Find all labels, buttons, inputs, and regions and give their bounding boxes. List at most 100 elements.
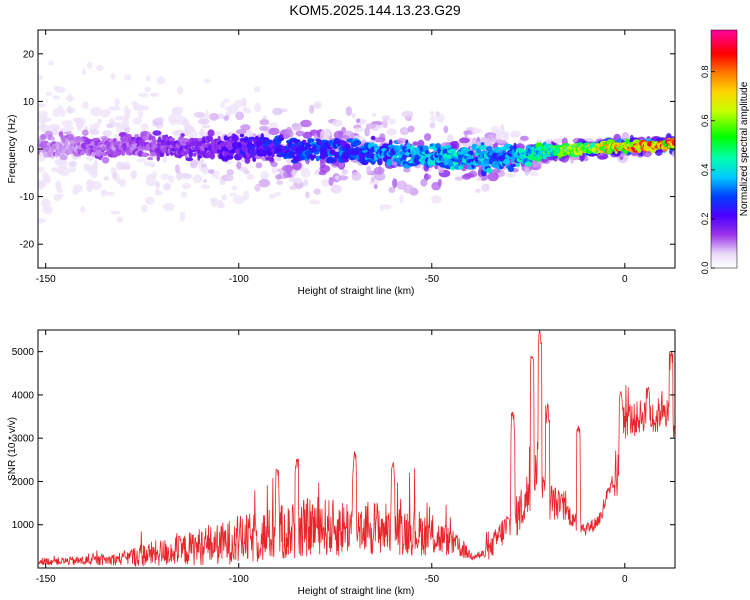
y-tick-label: 5000 (12, 347, 35, 358)
spectrogram-cell (491, 125, 500, 134)
spectrogram-cell (231, 134, 239, 142)
colorbar-label: Normalized spectral amplitude (739, 81, 750, 216)
y-tick-label: 4000 (12, 390, 35, 401)
spectrogram-cell (145, 75, 151, 82)
spectrogram-cell (65, 107, 76, 114)
spectrogram-cell (108, 117, 115, 125)
spectrogram-cell (140, 123, 149, 131)
spectrogram-cell (209, 152, 216, 160)
spectrogram-cell (276, 180, 284, 185)
spectrogram-cell (305, 191, 310, 199)
spectrogram-cell (510, 163, 517, 167)
spectrogram-cell (236, 161, 242, 169)
spectrogram-cell (199, 128, 206, 138)
spectrogram-cell (365, 123, 376, 129)
spectrogram-cell (469, 150, 474, 156)
spectrogram-cell (100, 190, 106, 197)
spectrogram-cell (480, 183, 490, 192)
spectrogram-cell (338, 161, 345, 168)
spectrogram-cell (124, 74, 132, 81)
spectrogram-cell (102, 156, 110, 164)
spectrogram-cell (80, 206, 86, 213)
spectrogram-cell (480, 142, 485, 146)
spectrogram-cell (134, 134, 139, 138)
spectrogram-cell (300, 167, 311, 178)
spectrogram-cell (490, 168, 501, 174)
spectrogram-cell (394, 140, 398, 145)
spectrogram-cell (81, 68, 87, 76)
spectrogram-cell (291, 123, 303, 132)
spectrogram-cell (156, 142, 160, 148)
spectrogram-cell (104, 136, 108, 142)
spectrogram-cell (454, 158, 460, 162)
spectrogram-cell (215, 131, 222, 135)
spectrogram-cell (313, 188, 321, 195)
spectrogram-cell (68, 160, 77, 167)
spectrogram-cell (138, 93, 149, 98)
spectrogram-cell (73, 184, 83, 193)
spectrogram-cell (181, 173, 192, 180)
spectrogram-cell (42, 117, 52, 123)
spectrogram-cell (52, 95, 61, 100)
spectrogram-cell (50, 136, 55, 141)
spectrogram-cell (528, 171, 539, 177)
x-tick-label: -150 (36, 574, 56, 585)
spectrogram-cell (247, 139, 253, 145)
spectrogram-cell (255, 162, 263, 169)
spectrogram-cell (152, 171, 157, 179)
spectrogram-cell (145, 153, 150, 157)
spectrogram-cell (162, 203, 175, 211)
spectrogram-cell (151, 138, 157, 145)
spectrogram-cell (532, 163, 539, 168)
spectrogram-cell (58, 193, 64, 198)
spectrogram-cell (429, 122, 436, 129)
spectrogram-cell (273, 191, 282, 197)
snr-y-ticks: 1000 2000 3000 4000 5000 (12, 347, 675, 531)
spectrogram-cell (55, 180, 62, 191)
spectrogram-cell (386, 128, 397, 136)
spectrogram-cell (268, 127, 280, 136)
colorbar-tick-label: 0.6 (700, 115, 710, 128)
spectrogram-cell (193, 111, 205, 118)
spectrogram-cell (203, 78, 211, 84)
spectrogram-cell (150, 92, 160, 97)
spectrogram-cell (86, 155, 95, 161)
spectrogram-cell (371, 112, 377, 117)
spectrogram-cell (90, 106, 102, 117)
spectrogram-cell (270, 161, 278, 167)
spectrogram-cell (307, 138, 315, 143)
spectrogram-cell (81, 101, 89, 109)
spectrogram-cell (102, 130, 112, 137)
spectrogram-cell (205, 109, 210, 120)
spectrogram-cell (38, 217, 46, 224)
spectrogram-cell (313, 101, 322, 109)
spectrogram-cell (254, 86, 261, 93)
spectrogram-cell (330, 184, 342, 194)
spectrogram-cell (243, 136, 249, 144)
spectrogram-cell (364, 127, 370, 137)
spectrogram-cell (156, 117, 164, 123)
spectrogram-cell (168, 175, 175, 183)
spectrogram-cell (188, 129, 198, 140)
spectrogram-cell (271, 164, 278, 175)
spectrogram-cell (233, 99, 244, 108)
spectrogram-cell (48, 60, 54, 66)
spectrogram-cell (313, 151, 320, 155)
spectrogram-cell (235, 111, 245, 121)
spectrogram-cell (132, 104, 144, 111)
spectrogram-cell (52, 127, 60, 136)
colorbar-tick-label: 0.2 (700, 213, 710, 226)
spectrogram-cell (279, 134, 284, 139)
spectrogram-cell (356, 118, 361, 123)
x-tick-label: 0 (622, 574, 628, 585)
spectrogram-cell (291, 170, 297, 177)
spectrogram-cell (223, 115, 229, 121)
spectrogram-cell (114, 98, 120, 107)
spectrogram-cell (447, 134, 454, 144)
spectrogram-cell (182, 118, 190, 127)
spectrogram-cell (240, 124, 251, 131)
spectrogram-cell (246, 174, 255, 180)
spectrogram-cell (67, 93, 73, 103)
spectrogram-cell (160, 173, 170, 180)
spectrogram-cell (130, 170, 137, 180)
